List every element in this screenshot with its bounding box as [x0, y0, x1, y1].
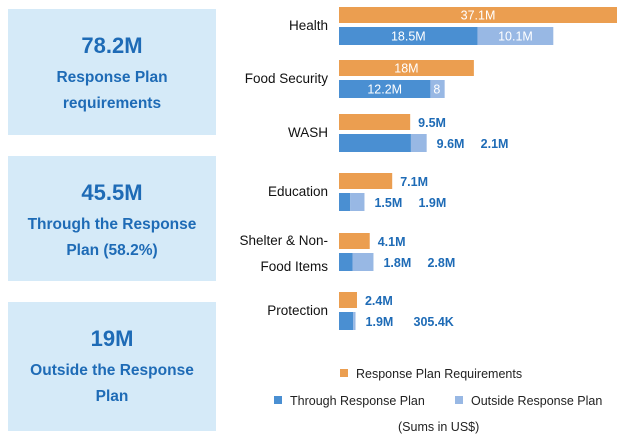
- legend-item-requirements: Response Plan Requirements: [340, 367, 522, 381]
- bar-requirements: [339, 114, 411, 130]
- data-label-outside: 1.9M: [418, 196, 446, 210]
- summary-label-line1: Outside the Response: [30, 362, 194, 379]
- bar-outside: [353, 312, 356, 330]
- category-label: Education: [268, 184, 328, 199]
- bar-through: [339, 27, 478, 45]
- bar-outside: [410, 134, 427, 152]
- data-label-through: 1.5M: [374, 196, 402, 210]
- bar-requirements: [339, 60, 474, 76]
- summary-value: 45.5M: [81, 180, 143, 205]
- legend-swatch-outside: [455, 396, 463, 404]
- data-label-outside: 2.8M: [427, 256, 455, 270]
- bar-requirements: [339, 292, 357, 308]
- summary-value: 19M: [90, 326, 134, 351]
- data-label-through: 18.5M: [391, 30, 426, 44]
- bar-outside: [350, 193, 365, 211]
- legend-label: Response Plan Requirements: [356, 367, 523, 381]
- category-label: Food Security: [245, 71, 329, 86]
- category-label: Health: [289, 18, 328, 33]
- bar-requirements: [339, 7, 617, 23]
- data-label-requirements: 9.5M: [418, 116, 446, 130]
- legend-label: Through Response Plan: [290, 394, 425, 408]
- data-label-requirements: 7.1M: [400, 175, 428, 189]
- summary-label-line1: Response Plan: [56, 69, 168, 86]
- data-label-outside: 10.1M: [498, 30, 533, 44]
- bar-outside: [430, 80, 445, 98]
- category-label: Food Items: [260, 259, 328, 274]
- bar-outside: [352, 253, 374, 271]
- category-label: WASH: [288, 125, 328, 140]
- bar-requirements: [339, 173, 393, 189]
- legend-item-outside: Outside Response Plan: [455, 394, 602, 408]
- summary-label-line1: Through the Response: [27, 216, 197, 233]
- bar-through: [339, 134, 411, 152]
- data-label-requirements: 37.1M: [461, 9, 496, 23]
- data-label-through: 12.2M: [367, 83, 402, 97]
- data-label-through: 1.9M: [366, 315, 394, 329]
- legend-label: Outside Response Plan: [471, 394, 603, 408]
- legend-swatch-through: [274, 396, 282, 404]
- bar-through: [339, 193, 351, 211]
- data-label-outside: 8: [433, 83, 440, 97]
- category-label: Shelter & Non-: [239, 233, 328, 248]
- legend-note: (Sums in US$): [398, 420, 480, 434]
- summary-label-line2: Plan: [95, 388, 129, 405]
- summary-card-through: 45.5M Through the Response Plan (58.2%): [8, 156, 216, 281]
- summary-value: 78.2M: [81, 33, 143, 58]
- summary-label-line2: Plan (58.2%): [66, 242, 158, 259]
- data-label-requirements: 2.4M: [365, 294, 393, 308]
- summary-label-line2: requirements: [62, 95, 162, 112]
- data-label-through: 9.6M: [437, 137, 465, 151]
- bar-through: [339, 312, 354, 330]
- data-label-through: 1.8M: [383, 256, 411, 270]
- bar-outside: [477, 27, 554, 45]
- funding-bar-chart: Health 37.1M 18.5M 10.1M Food Security 18M 12.…: [239, 7, 617, 330]
- legend-item-through: Through Response Plan: [274, 394, 425, 408]
- data-label-requirements: 18M: [394, 62, 418, 76]
- data-label-requirements: 4.1M: [378, 235, 406, 249]
- bar-requirements: [339, 233, 370, 249]
- data-label-outside: 2.1M: [481, 137, 509, 151]
- legend-swatch-requirements: [340, 369, 348, 377]
- summary-card-requirements: 78.2M Response Plan requirements: [8, 9, 216, 135]
- bar-through: [339, 253, 353, 271]
- category-label: Protection: [267, 303, 328, 318]
- data-label-outside: 305.4K: [414, 315, 454, 329]
- bar-through: [339, 80, 431, 98]
- summary-card-outside: 19M Outside the Response Plan: [8, 302, 216, 431]
